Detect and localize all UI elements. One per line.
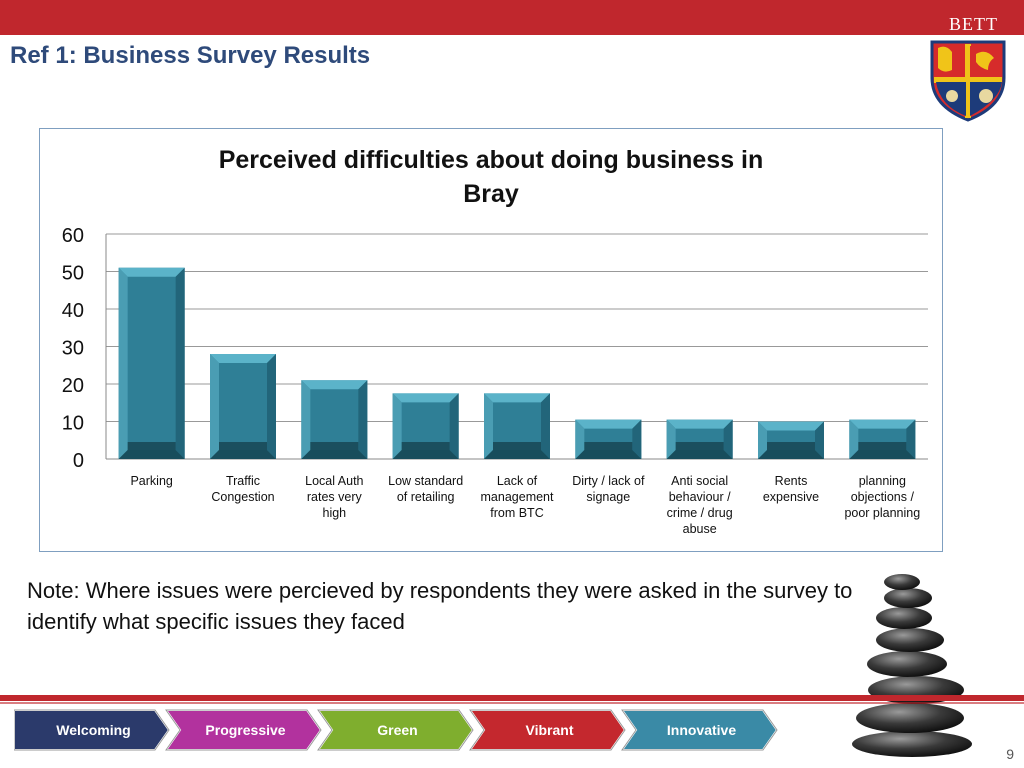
slide-title: Ref 1: Business Survey Results: [10, 42, 371, 69]
note-text: Note: Where issues were percieved by res…: [27, 578, 853, 634]
x-tick-label: behaviour /: [669, 490, 731, 504]
x-tick-label: Traffic: [226, 474, 260, 488]
y-tick-label: 20: [62, 375, 84, 397]
nav-item-green[interactable]: Green: [316, 709, 475, 751]
chart-title-line: Bray: [463, 180, 519, 208]
y-tick-label: 60: [62, 225, 84, 247]
y-tick-label: 50: [62, 263, 84, 285]
nav-item-label: Innovative: [667, 722, 736, 738]
bar: [575, 419, 642, 459]
theme-nav: Innovative Vibrant Green Progressive Welcomi…: [14, 709, 779, 751]
y-tick-label: 0: [73, 450, 84, 472]
nav-item-progressive[interactable]: Progressive: [164, 709, 323, 751]
x-tick-label: high: [323, 506, 347, 520]
nav-item-label: Progressive: [205, 722, 285, 738]
brand-name: BETT: [949, 14, 998, 34]
x-tick-label: Anti social: [671, 474, 728, 488]
bar: [210, 354, 276, 459]
x-tick-label: abuse: [683, 522, 717, 536]
x-tick-label: management: [481, 490, 554, 504]
footer-divider: [0, 695, 1024, 701]
x-tick-label: from BTC: [490, 506, 543, 520]
x-tick-label: Parking: [130, 474, 172, 488]
x-tick-label: Lack of: [497, 474, 538, 488]
chart-frame: Perceived difficulties about doing busin…: [39, 128, 943, 552]
x-tick-label: objections /: [851, 490, 915, 504]
nav-item-welcoming[interactable]: Welcoming: [14, 709, 171, 751]
x-tick-label: Congestion: [211, 490, 274, 504]
page-number: 9: [1006, 746, 1014, 762]
top-bar: [0, 0, 1024, 35]
nav-item-label: Welcoming: [56, 722, 130, 738]
x-tick-label: crime / drug: [667, 506, 733, 520]
bar-chart: Perceived difficulties about doing busin…: [62, 146, 928, 536]
x-tick-label: Low standard: [388, 474, 463, 488]
chart-title-line: Perceived difficulties about doing busin…: [219, 146, 764, 174]
bar: [758, 421, 824, 459]
x-tick-label: planning: [859, 474, 906, 488]
x-tick-label: Dirty / lack of: [572, 474, 645, 488]
nav-item-label: Vibrant: [526, 722, 574, 738]
bar: [118, 267, 185, 459]
nav-item-innovative[interactable]: Innovative: [620, 709, 779, 751]
footer-divider-thin: [0, 702, 1024, 704]
y-tick-label: 40: [62, 300, 84, 322]
bar: [484, 393, 550, 459]
y-tick-label: 10: [62, 413, 84, 435]
bar: [301, 380, 368, 459]
bar: [666, 419, 733, 459]
x-tick-label: rates very: [307, 490, 363, 504]
x-tick-label: expensive: [763, 490, 819, 504]
x-tick-label: Local Auth: [305, 474, 363, 488]
x-tick-label: poor planning: [844, 506, 920, 520]
bar: [849, 419, 916, 459]
y-tick-label: 30: [62, 338, 84, 360]
stacked-stones-image: [852, 574, 972, 757]
x-tick-label: Rents: [775, 474, 808, 488]
nav-item-label: Green: [377, 722, 417, 738]
x-tick-label: signage: [586, 490, 630, 504]
x-tick-label: of retailing: [397, 490, 455, 504]
nav-item-vibrant[interactable]: Vibrant: [468, 709, 627, 751]
crest-logo: [930, 40, 1006, 122]
bar: [392, 393, 459, 459]
